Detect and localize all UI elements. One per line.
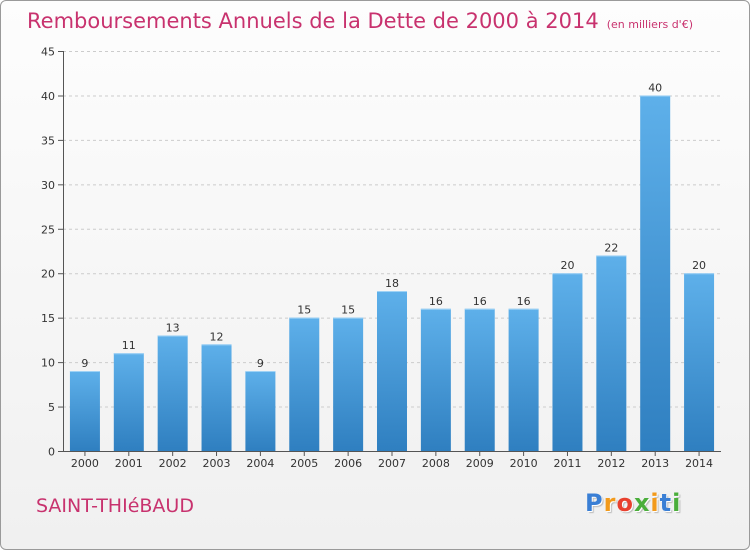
bar (464, 308, 495, 451)
data-label: 11 (122, 339, 136, 352)
x-tick-label: 2001 (115, 457, 143, 470)
x-tick-label: 2011 (553, 457, 581, 470)
x-tick-label: 2000 (71, 457, 99, 470)
data-label: 40 (648, 81, 662, 94)
bar (245, 371, 276, 451)
logo-letter: x (633, 489, 651, 517)
logo-letter: i (672, 489, 682, 517)
data-label: 15 (297, 304, 311, 317)
x-tick-label: 2004 (246, 457, 274, 470)
data-label: 13 (166, 321, 180, 334)
y-tick-label: 25 (41, 223, 55, 236)
bar (333, 317, 364, 451)
logo-letter: i (650, 489, 660, 517)
x-tick-label: 2005 (290, 457, 318, 470)
bar (201, 344, 232, 451)
data-label: 12 (210, 330, 224, 343)
bars (69, 95, 715, 451)
x-tick-label: 2008 (422, 457, 450, 470)
bar (113, 353, 144, 451)
x-tick-label: 2009 (466, 457, 494, 470)
bar (552, 273, 583, 451)
data-label: 20 (560, 259, 574, 272)
logo-letter: o (616, 489, 634, 517)
y-tick-label: 35 (41, 134, 55, 147)
logo-letter: P (585, 489, 604, 517)
data-label: 15 (341, 304, 355, 317)
logo-letter: r (603, 489, 617, 517)
y-tick-label: 0 (48, 446, 55, 459)
bar (596, 255, 627, 451)
labels: 9 2000 11 2001 13 2002 12 2003 9 2004 15 2005 15 2006… (71, 81, 713, 470)
chart-title-text: Remboursements Annuels de la Dette de 20… (27, 9, 599, 33)
bar (508, 308, 539, 451)
bar (377, 291, 407, 451)
bar (157, 335, 188, 451)
bar (69, 371, 100, 451)
x-tick-label: 2010 (510, 457, 538, 470)
bar (684, 273, 715, 451)
y-tick-label: 40 (41, 90, 55, 103)
y-tick-label: 45 (41, 46, 55, 59)
data-label: 9 (257, 357, 264, 370)
axes: 0 5 10 15 20 25 30 35 40 45 (41, 46, 721, 459)
data-label: 16 (473, 295, 487, 308)
x-tick-label: 2014 (685, 457, 713, 470)
bar (289, 317, 320, 451)
y-tick-label: 30 (41, 179, 55, 192)
data-label: 9 (81, 357, 88, 370)
bar (640, 95, 671, 451)
chart-title: Remboursements Annuels de la Dette de 20… (27, 9, 693, 33)
data-label: 22 (604, 241, 618, 254)
x-tick-label: 2013 (641, 457, 669, 470)
x-tick-label: 2003 (203, 457, 231, 470)
bar (420, 308, 451, 451)
proxiti-logo: Proxiti (585, 489, 681, 517)
data-label: 16 (429, 295, 443, 308)
data-label: 18 (385, 277, 399, 290)
x-tick-label: 2012 (597, 457, 625, 470)
data-label: 20 (692, 259, 706, 272)
y-tick-label: 15 (41, 312, 55, 325)
y-tick-label: 5 (48, 401, 55, 414)
x-tick-label: 2002 (159, 457, 187, 470)
data-label: 16 (517, 295, 531, 308)
commune-name: SAINT-THIéBAUD (36, 495, 194, 517)
y-tick-label: 10 (41, 357, 55, 370)
x-tick-label: 2006 (334, 457, 362, 470)
x-tick-label: 2007 (378, 457, 406, 470)
logo-letter: t (659, 489, 673, 517)
y-tick-label: 20 (41, 268, 55, 281)
chart-subtitle: (en milliers d'€) (606, 18, 693, 31)
